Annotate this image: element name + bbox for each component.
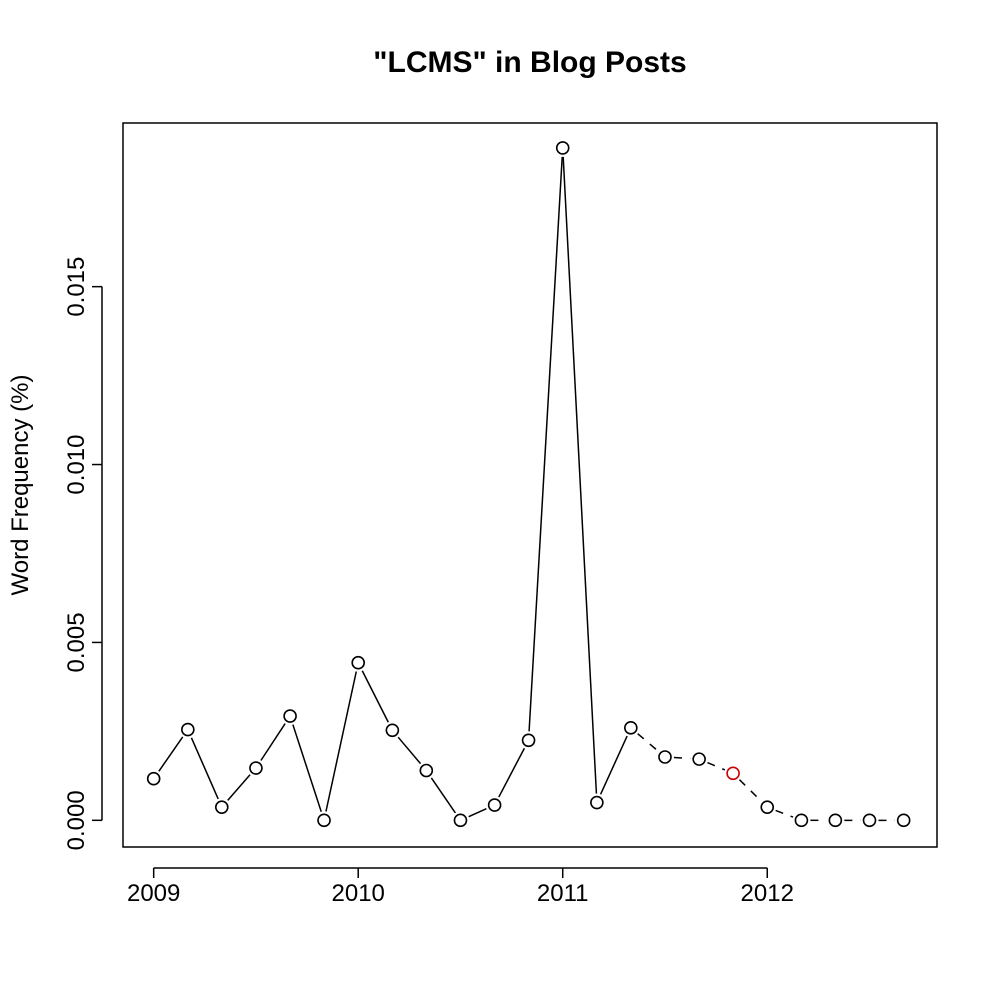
plot-frame [122, 122, 938, 848]
axes: 2009 2010 2011 2012 0.000 0.005 0.010 0.015 [63, 257, 794, 907]
series-segment [707, 761, 726, 771]
data-point [624, 721, 638, 735]
series-segment [397, 736, 422, 765]
data-point [658, 750, 672, 764]
chart-title: "LCMS" in Blog Posts [373, 46, 686, 79]
series-segment [430, 777, 456, 814]
data-point [181, 722, 195, 737]
data-point [590, 795, 604, 810]
series-markers [146, 141, 911, 828]
series-segment [361, 670, 389, 723]
series-segment [599, 735, 628, 795]
series-segment [158, 736, 184, 772]
data-point [692, 752, 706, 766]
data-point [317, 813, 331, 828]
series-segment [325, 671, 358, 812]
data-point [146, 771, 161, 786]
y-tick-label: 0.015 [63, 257, 90, 317]
y-tick-label: 0.010 [63, 435, 90, 495]
series-segment [637, 733, 659, 752]
data-point [555, 141, 570, 155]
x-tick-label: 2010 [332, 880, 385, 907]
highlighted-point [726, 766, 740, 781]
series-segment [562, 156, 598, 794]
series-segment [528, 156, 563, 732]
series-lines [158, 156, 895, 822]
data-point [487, 798, 502, 812]
series-segment [468, 808, 487, 818]
data-point [249, 761, 263, 775]
x-tick-label: 2011 [537, 880, 589, 907]
series-segment [190, 737, 219, 800]
data-point [794, 813, 809, 828]
data-point [862, 813, 877, 828]
y-axis-label: Word Frequency (%) [7, 375, 34, 596]
series-segment [260, 723, 286, 761]
data-point [896, 813, 911, 828]
data-point [385, 723, 400, 738]
data-point [760, 800, 775, 814]
data-point [283, 709, 297, 723]
y-tick-label: 0.005 [63, 612, 90, 672]
y-tick-label: 0.000 [63, 790, 90, 850]
data-point [521, 733, 536, 748]
data-point [453, 813, 468, 828]
series-segment [673, 756, 691, 760]
x-tick-label: 2012 [741, 880, 794, 907]
x-tick-label: 2009 [127, 880, 180, 907]
data-point [419, 763, 434, 778]
series-segment [292, 724, 322, 812]
data-point [828, 813, 843, 828]
series-segment [498, 747, 526, 798]
data-point [214, 800, 229, 814]
data-point [351, 655, 366, 670]
series-segment [227, 774, 251, 801]
series-segment [775, 809, 794, 818]
series-segment [738, 779, 762, 802]
